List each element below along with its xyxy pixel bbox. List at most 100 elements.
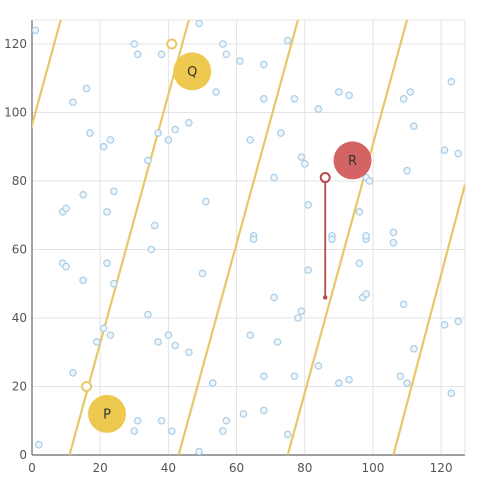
- data-point: [270, 293, 278, 302]
- data-point: [283, 430, 292, 439]
- segment-end-dot: [323, 295, 328, 300]
- data-point: [164, 331, 173, 339]
- data-point: [246, 331, 255, 339]
- data-point: [171, 125, 179, 134]
- data-point: [300, 160, 309, 168]
- marker-r: R: [333, 141, 372, 180]
- data-point: [297, 307, 306, 315]
- data-point: [335, 379, 343, 387]
- data-point: [167, 427, 176, 435]
- data-point: [294, 314, 302, 322]
- data-point: [399, 94, 408, 103]
- data-point: [335, 88, 343, 96]
- data-point: [110, 187, 118, 196]
- data-point: [440, 146, 449, 154]
- data-point: [410, 345, 418, 353]
- y-tick-label: 120: [4, 37, 27, 51]
- open-point: [166, 38, 178, 50]
- data-points: [32, 20, 462, 455]
- data-point: [304, 266, 312, 274]
- data-point: [389, 238, 398, 247]
- data-point: [447, 77, 456, 86]
- data-point: [99, 142, 108, 151]
- data-point: [35, 440, 43, 449]
- data-point: [195, 447, 203, 455]
- data-point: [150, 221, 159, 230]
- data-point: [219, 40, 227, 48]
- data-point: [157, 50, 166, 59]
- data-point: [440, 321, 449, 329]
- data-point: [92, 338, 101, 346]
- x-tick-label: 80: [297, 461, 312, 475]
- data-point: [246, 136, 255, 144]
- x-tick-label: 120: [430, 461, 453, 475]
- data-point: [260, 406, 268, 415]
- data-point: [133, 416, 142, 425]
- data-point: [130, 427, 139, 435]
- data-point: [133, 50, 142, 59]
- x-tick-label: 40: [161, 461, 176, 475]
- data-point: [82, 84, 91, 93]
- guide-line: [177, 20, 299, 455]
- data-point: [222, 50, 231, 59]
- data-point: [297, 153, 306, 161]
- data-point: [362, 290, 370, 298]
- data-point: [239, 410, 248, 418]
- y-tick-label: 100: [4, 105, 27, 119]
- data-point: [154, 338, 162, 346]
- open-point: [81, 380, 93, 392]
- data-point: [195, 20, 203, 28]
- data-point: [185, 118, 193, 127]
- data-point: [62, 204, 70, 213]
- x-tick-label: 60: [229, 461, 244, 475]
- data-point: [410, 122, 418, 130]
- data-point: [69, 98, 77, 107]
- data-point: [345, 375, 353, 384]
- data-point: [314, 105, 323, 113]
- x-tick-label: 20: [93, 461, 108, 475]
- data-point: [219, 427, 227, 435]
- data-point: [362, 231, 370, 240]
- data-point: [454, 149, 462, 158]
- data-point: [260, 372, 268, 381]
- data-point: [355, 259, 364, 267]
- data-point: [144, 156, 152, 165]
- data-point: [447, 389, 456, 398]
- data-point: [260, 94, 268, 103]
- y-tick-label: 40: [12, 311, 27, 325]
- data-point: [355, 208, 364, 216]
- markers: P Q R: [88, 52, 372, 433]
- data-point: [79, 276, 87, 285]
- marker-circle: [173, 52, 212, 91]
- data-point: [399, 300, 408, 309]
- axes: 0 20 40 60 80 100 120 0 20 40 60 80 100 120: [4, 19, 466, 475]
- data-point: [79, 190, 87, 199]
- data-point: [103, 259, 111, 267]
- y-tick-label: 80: [12, 174, 27, 188]
- guide-line: [286, 20, 409, 455]
- data-point: [147, 245, 156, 254]
- data-point: [164, 136, 173, 144]
- data-point: [86, 129, 94, 137]
- data-point: [290, 94, 299, 103]
- data-point: [270, 173, 278, 182]
- x-tick-label: 100: [361, 461, 384, 475]
- marker-circle: [88, 394, 127, 433]
- marker-label: P: [103, 407, 111, 422]
- data-point: [198, 269, 207, 278]
- guide-line: [392, 184, 465, 455]
- data-point: [328, 235, 336, 244]
- data-point: [304, 201, 312, 209]
- data-point: [396, 372, 405, 381]
- data-point: [454, 317, 462, 326]
- y-tick-label: 60: [12, 242, 27, 256]
- data-point: [260, 60, 268, 69]
- data-point: [171, 341, 179, 350]
- data-point: [202, 197, 210, 206]
- x-tick-label: 0: [28, 461, 36, 475]
- data-point: [403, 166, 411, 175]
- data-point: [106, 136, 115, 144]
- data-point: [273, 338, 282, 346]
- segment: [81, 38, 331, 392]
- data-point: [185, 348, 193, 357]
